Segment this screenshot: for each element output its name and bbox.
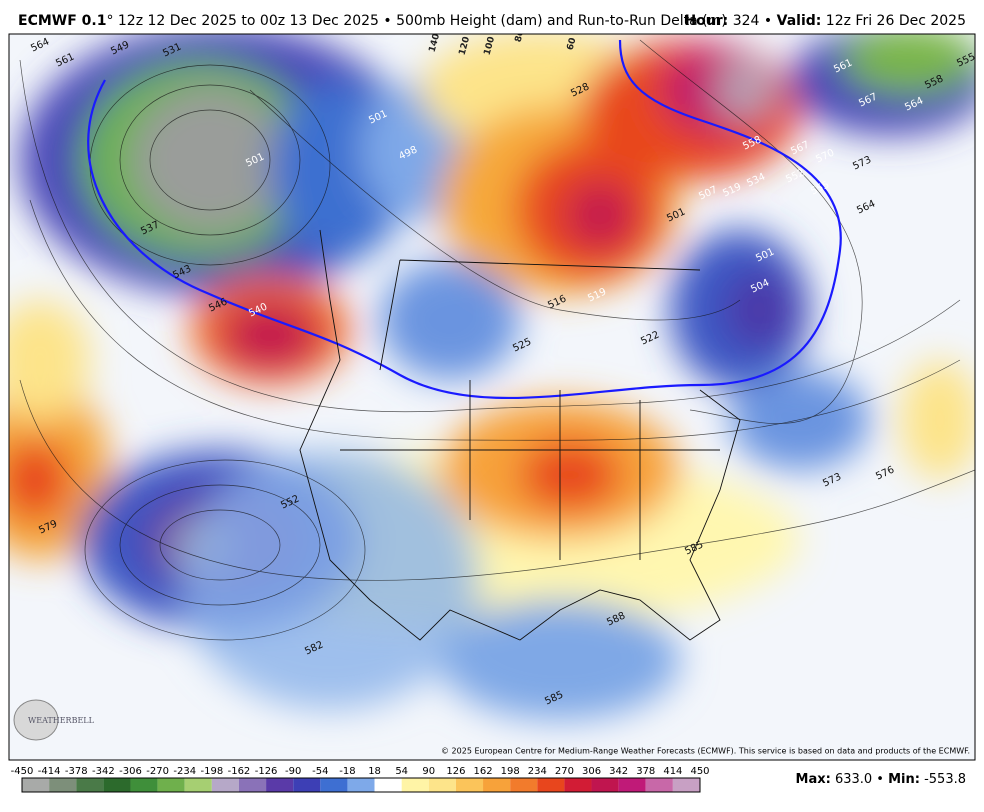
valid-label: Valid: [777,13,822,29]
header-left: ECMWF 0.1° 12z 12 Dec 2025 to 00z 13 Dec… [18,13,727,29]
colorbar-label: -378 [65,766,88,777]
footer-stats: Max: 633.0 • Min: -553.8 [796,772,966,787]
colorbar-swatch [211,778,239,792]
colorbar-label: 90 [422,766,435,777]
colorbar-label: 270 [555,766,574,777]
colorbar-swatch [455,778,484,792]
colorbar-swatch [293,778,321,792]
colorbar-swatch [374,778,402,792]
colorbar-swatch [320,778,348,792]
hour-value: 324 • [728,13,776,29]
boundaries [299,229,741,641]
colorbar-label: 450 [690,766,709,777]
colorbar-swatch [266,778,294,792]
colorbar-label: 162 [473,766,492,777]
colorbar-swatch [510,778,538,792]
colorbar-swatch [184,778,212,792]
colorbar-swatch [591,778,619,792]
colorbar-swatch [401,778,429,792]
hour-label: Hour: [684,13,728,29]
colorbar-label: -342 [92,766,115,777]
colorbar-label: -198 [200,766,223,777]
colorbar-swatch [618,778,646,792]
colorbar-label: 234 [528,766,547,777]
max-value: 633.0 • [831,772,888,787]
map-frame [8,33,976,761]
colorbar-label: 306 [582,766,601,777]
colorbar-label: 414 [663,766,682,777]
colorbar-label: -270 [146,766,169,777]
colorbar-label: -234 [173,766,196,777]
colorbar-label: 54 [395,766,408,777]
valid-value: 12z Fri 26 Dec 2025 [821,13,966,29]
540-contour [87,39,842,400]
colorbar-label: -126 [255,766,278,777]
colorbar-label: 126 [446,766,465,777]
max-label: Max: [796,772,831,787]
colorbar-label: -18 [339,766,355,777]
colorbar-swatch [76,778,104,792]
header-right: Hour: 324 • Valid: 12z Fri 26 Dec 2025 [684,13,966,29]
colorbar-swatch [238,778,267,792]
colorbar-label: 18 [368,766,381,777]
copyright: © 2025 European Centre for Medium-Range … [441,747,970,756]
colorbar-swatch [103,778,131,792]
model: ECMWF 0.1 [18,13,106,29]
logo-icon [13,699,59,741]
colorbar-label: -414 [38,766,61,777]
min-label: Min: [888,772,920,787]
colorbar-swatch [645,778,673,792]
colorbar-label: -162 [228,766,251,777]
longitude-label: 80 W [514,16,530,43]
colorbar-swatch [483,778,511,792]
colorbar-swatch [672,778,700,792]
colorbar-label: -54 [312,766,328,777]
colorbar-label: 378 [636,766,655,777]
colorbar-label: -450 [11,766,34,777]
height-contours [19,39,975,641]
colorbar-label: -90 [285,766,301,777]
colorbar-swatch [157,778,185,792]
colorbar-swatch [347,778,375,792]
colorbar-frame [21,777,701,793]
colorbar-swatch [537,778,565,792]
logo: WEATHERBELL [28,716,95,725]
colorbar-swatch [22,778,50,792]
colorbar: -450 -414 -378 -342 -306 -270 -234 -198 -162 -126… [11,766,710,793]
colorbar-swatch [49,778,77,792]
min-value: -553.8 [920,772,966,787]
colorbar-swatch [130,778,158,792]
description: ° 12z 12 Dec 2025 to 00z 13 Dec 2025 • 5… [106,13,726,29]
colorbar-label: 342 [609,766,628,777]
colorbar-label: -306 [119,766,142,777]
colorbar-swatch [428,778,456,792]
colorbar-swatch [564,778,592,792]
colorbar-label: 198 [501,766,520,777]
